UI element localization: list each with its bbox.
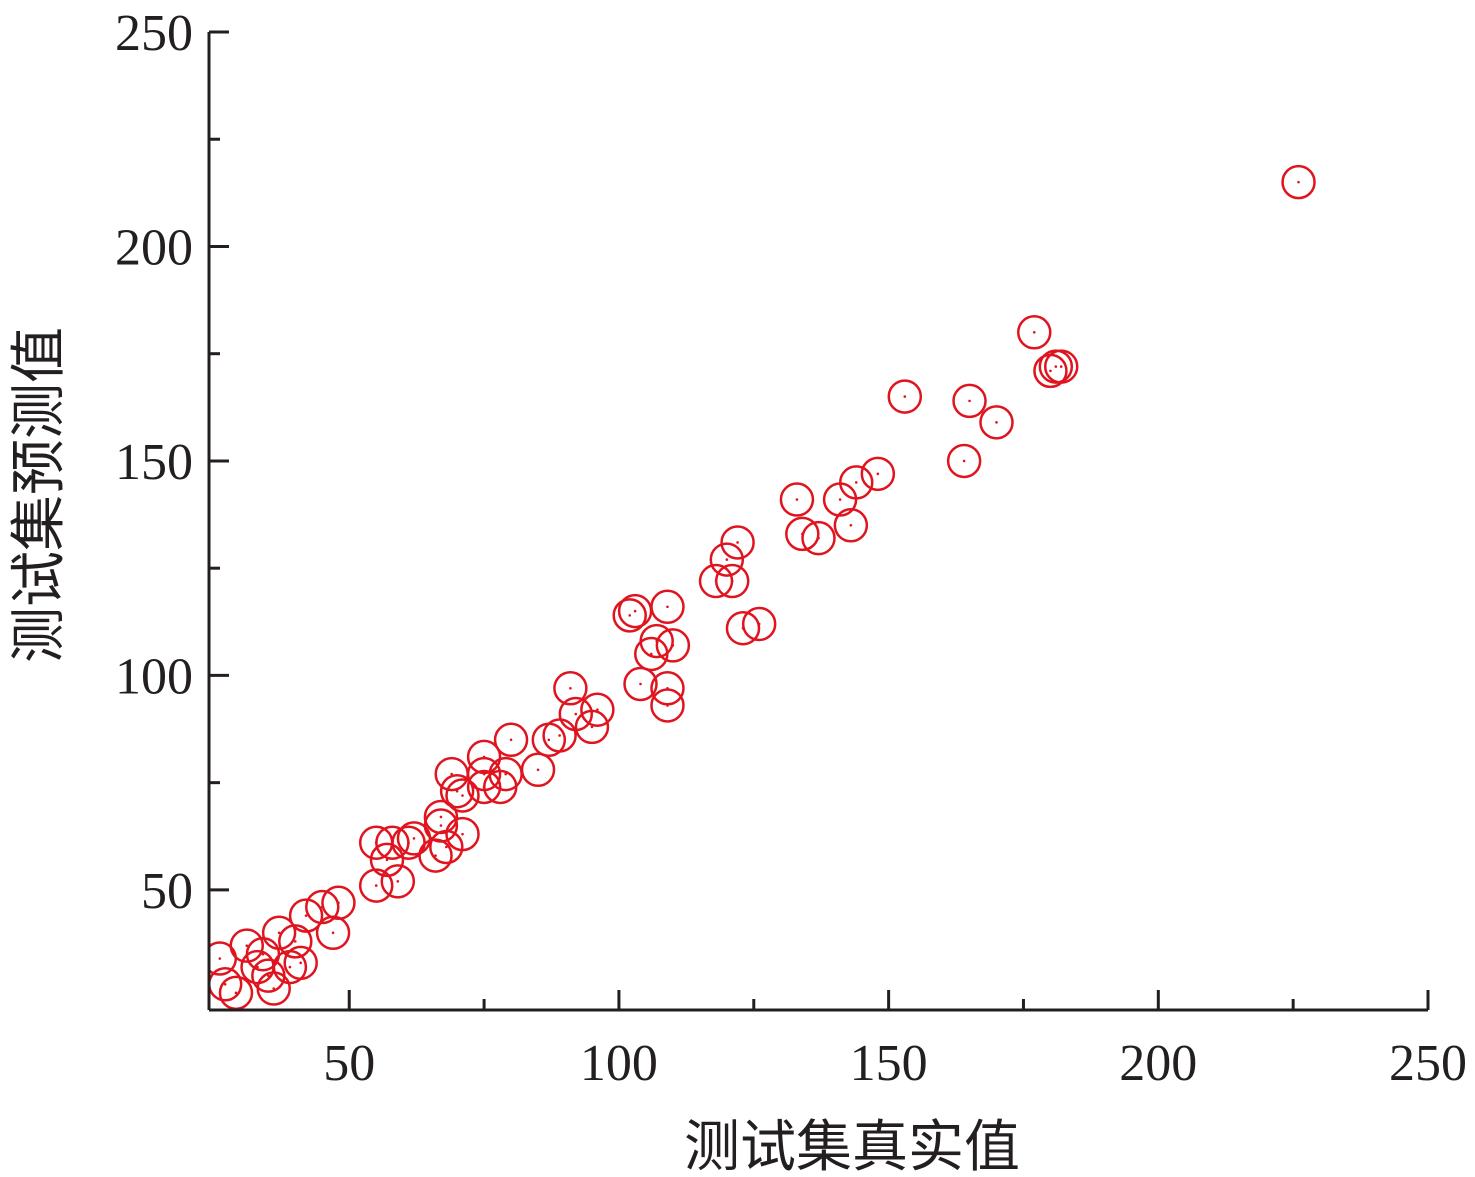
data-point [520,752,556,788]
data-point [380,864,416,899]
data-point [283,945,318,981]
data-point [709,542,745,577]
data-point [580,692,615,727]
data-point [623,666,658,702]
x-tick-label-250: 250 [1389,1035,1467,1092]
data-point [418,838,453,873]
data-point [439,773,475,809]
data-point [979,405,1014,440]
data-point [256,971,291,1006]
data-point [553,671,588,706]
data-point [1017,315,1052,350]
data-point [946,443,982,479]
tick-labels: 50 100 150 200 250 50 100 150 200 250 [115,5,1467,1092]
y-tick-label-150: 150 [115,434,193,491]
data-point [218,975,254,1010]
y-tick-label-200: 200 [115,219,193,276]
data-point [1043,349,1079,384]
x-axis-title: 测试集真实值 [684,1115,1020,1177]
y-tick-label-250: 250 [115,5,193,62]
data-point [315,915,351,951]
data-point [650,671,685,706]
x-tick-label-100: 100 [580,1035,658,1092]
data-point [278,924,313,959]
x-tick-label-150: 150 [850,1035,928,1092]
data-point [714,563,750,599]
y-tick-label-50: 50 [141,863,193,920]
data-point [493,722,529,758]
data-point [542,718,577,753]
data-point [423,808,459,843]
data-point [655,628,691,663]
data-point [952,383,987,419]
data-point [860,456,896,492]
data-point [779,482,815,517]
data-point [612,598,647,633]
data-point [288,898,324,933]
y-axis-title: 测试集预测值 [7,327,72,663]
data-point [833,508,869,543]
x-tick-label-50: 50 [323,1035,375,1092]
x-tick-label-200: 200 [1119,1035,1197,1092]
data-point [720,525,755,560]
ticks [209,30,1430,1010]
data-point [887,379,923,414]
axes [207,32,1428,1012]
data-point [229,928,265,963]
data-point [445,816,480,852]
data-point [741,606,777,642]
data-point [801,520,836,556]
data-point [358,868,394,903]
data-points [209,164,1316,1010]
data-point [839,465,874,500]
data-point [1281,164,1316,200]
data-point [650,589,685,625]
y-tick-label-100: 100 [115,648,193,705]
data-point [445,778,480,813]
data-point [321,885,356,921]
data-point [261,915,297,951]
